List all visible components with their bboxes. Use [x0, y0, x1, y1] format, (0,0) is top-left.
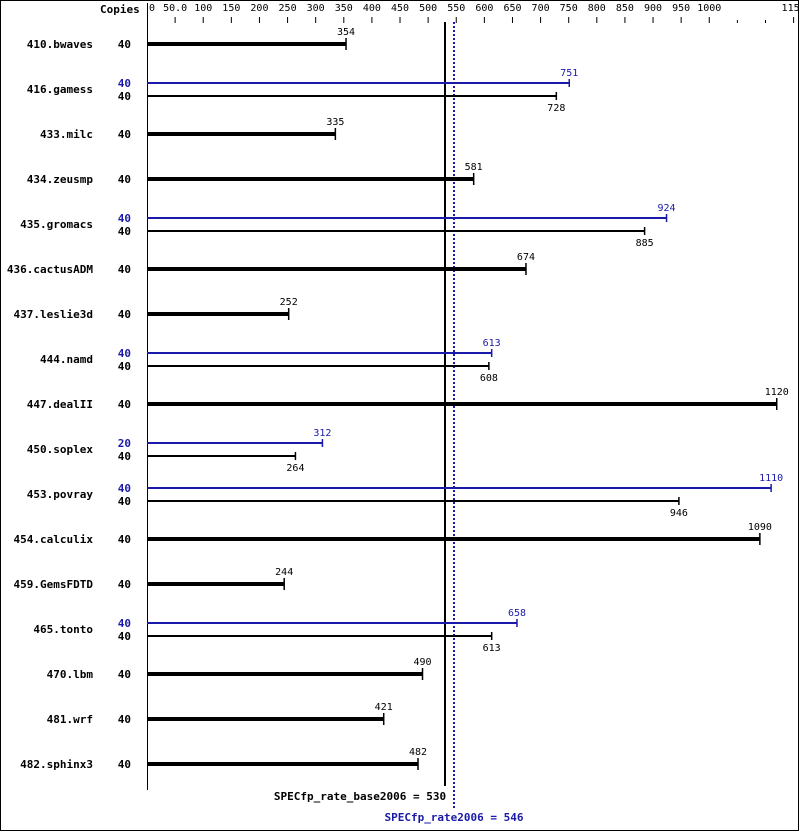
x-tick-label: 250: [279, 3, 297, 14]
x-tick-label: 850: [616, 3, 634, 14]
x-tick-label: 550: [447, 3, 465, 14]
peak-value-label: 312: [313, 428, 331, 439]
peak-copies: 40: [118, 77, 131, 90]
benchmark-label: 453.povray: [27, 488, 94, 501]
copies-header: Copies: [100, 3, 140, 16]
base-copies: 40: [118, 533, 131, 546]
base-value-label: 482: [409, 747, 427, 758]
x-tick-label: 700: [532, 3, 550, 14]
peak-value-label: 613: [483, 338, 501, 349]
benchmark-label: 481.wrf: [47, 713, 93, 726]
base-value-label: 1120: [765, 387, 789, 398]
base-value-label: 354: [337, 27, 355, 38]
x-tick-label: 950: [672, 3, 690, 14]
benchmark-label: 447.dealII: [27, 398, 93, 411]
base-value-label: 946: [670, 508, 688, 519]
peak-copies: 40: [118, 212, 131, 225]
x-tick-label: 50.0: [163, 3, 187, 14]
base-value-label: 1090: [748, 522, 772, 533]
peak-value-label: 658: [508, 608, 526, 619]
x-tick-label: 150: [222, 3, 240, 14]
base-copies: 40: [118, 630, 131, 643]
x-tick-label: 400: [363, 3, 381, 14]
base-copies: 40: [118, 173, 131, 186]
base-copies: 40: [118, 758, 131, 771]
base-copies: 40: [118, 128, 131, 141]
base-copies: 40: [118, 360, 131, 373]
peak-mean-label: SPECfp_rate2006 = 546: [384, 811, 523, 824]
peak-value-label: 1110: [759, 473, 783, 484]
base-value-label: 613: [483, 643, 501, 654]
benchmark-label: 454.calculix: [14, 533, 94, 546]
base-copies: 40: [118, 90, 131, 103]
base-value-label: 728: [547, 103, 565, 114]
peak-value-label: 924: [658, 203, 676, 214]
benchmark-label: 434.zeusmp: [27, 173, 94, 186]
x-tick-label: 0: [149, 3, 155, 14]
x-tick-label: 100: [194, 3, 212, 14]
benchmark-label: 435.gromacs: [20, 218, 93, 231]
base-copies: 40: [118, 495, 131, 508]
base-copies: 40: [118, 668, 131, 681]
benchmark-label: 433.milc: [40, 128, 93, 141]
peak-copies: 40: [118, 617, 131, 630]
base-mean-label: SPECfp_rate_base2006 = 530: [274, 790, 446, 803]
peak-copies: 40: [118, 347, 131, 360]
base-value-label: 885: [636, 238, 654, 249]
x-tick-label: 650: [503, 3, 521, 14]
base-value-label: 244: [275, 567, 293, 578]
x-tick-label: 800: [588, 3, 606, 14]
base-copies: 40: [118, 713, 131, 726]
base-copies: 40: [118, 38, 131, 51]
x-tick-label: 450: [391, 3, 409, 14]
base-value-label: 421: [375, 702, 393, 713]
x-tick-label: 200: [250, 3, 268, 14]
benchmark-label: 482.sphinx3: [20, 758, 93, 771]
x-tick-label: 600: [475, 3, 493, 14]
base-copies: 40: [118, 578, 131, 591]
x-tick-label: 900: [644, 3, 662, 14]
base-copies: 40: [118, 450, 131, 463]
x-tick-label: 1000: [697, 3, 721, 14]
benchmark-label: 465.tonto: [33, 623, 93, 636]
peak-copies: 40: [118, 482, 131, 495]
benchmark-label: 444.namd: [40, 353, 93, 366]
x-tick-label: 300: [307, 3, 325, 14]
benchmark-label: 470.lbm: [47, 668, 94, 681]
x-tick-label: 350: [335, 3, 353, 14]
benchmark-label: 450.soplex: [27, 443, 94, 456]
benchmark-label: 436.cactusADM: [7, 263, 93, 276]
base-copies: 40: [118, 225, 131, 238]
base-value-label: 264: [286, 463, 304, 474]
benchmark-label: 459.GemsFDTD: [14, 578, 94, 591]
base-value-label: 335: [326, 117, 344, 128]
base-value-label: 252: [280, 297, 298, 308]
base-copies: 40: [118, 308, 131, 321]
base-value-label: 674: [517, 252, 535, 263]
base-value-label: 581: [465, 162, 483, 173]
base-value-label: 490: [413, 657, 431, 668]
peak-copies: 20: [118, 437, 131, 450]
x-tick-label: 750: [560, 3, 578, 14]
x-tick-label: 1150: [782, 3, 799, 14]
benchmark-label: 437.leslie3d: [14, 308, 93, 321]
base-copies: 40: [118, 263, 131, 276]
benchmark-label: 416.gamess: [27, 83, 93, 96]
x-tick-label: 500: [419, 3, 437, 14]
base-value-label: 608: [480, 373, 498, 384]
base-copies: 40: [118, 398, 131, 411]
peak-value-label: 751: [560, 68, 578, 79]
benchmark-label: 410.bwaves: [27, 38, 93, 51]
